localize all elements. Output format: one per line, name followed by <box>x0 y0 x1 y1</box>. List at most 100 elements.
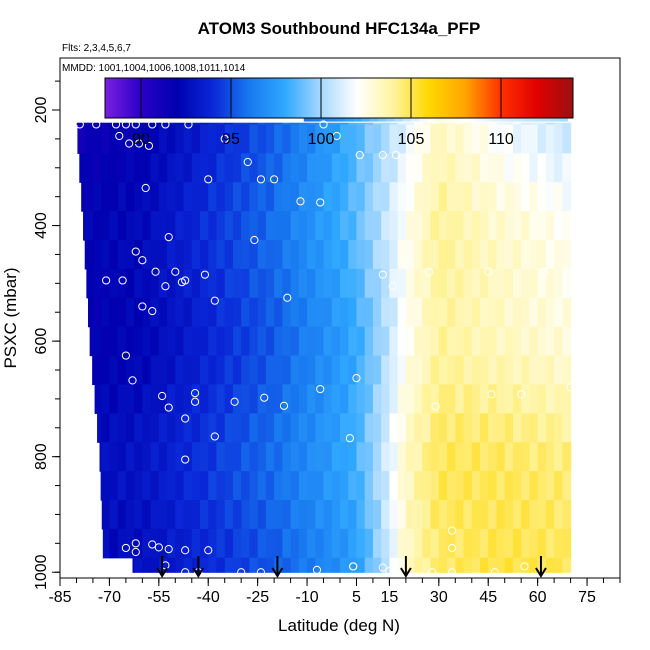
heatmap-cell <box>356 182 366 212</box>
heatmap-cell <box>471 413 481 443</box>
heatmap-cell <box>183 153 193 183</box>
heatmap-cell <box>175 413 185 443</box>
heatmap-cell <box>150 413 160 443</box>
heatmap-cell <box>167 355 176 386</box>
heatmap-cell <box>438 471 448 501</box>
heatmap-cell <box>158 557 168 573</box>
sample-point <box>131 120 140 129</box>
heatmap-cell <box>389 384 399 414</box>
heatmap-cell <box>554 122 563 126</box>
heatmap-cell <box>142 182 152 212</box>
heatmap-cell <box>496 528 506 559</box>
heatmap-cell <box>183 528 193 559</box>
heatmap-cell <box>356 471 366 501</box>
heatmap-cell <box>175 240 185 270</box>
heatmap-cell <box>150 355 160 386</box>
heatmap-cell <box>356 500 366 530</box>
heatmap-cell <box>257 500 267 530</box>
heatmap-cell <box>232 182 242 212</box>
heatmap-cell <box>463 240 473 270</box>
heatmap-cell <box>224 122 234 126</box>
heatmap-cell <box>109 153 119 183</box>
heatmap-cell <box>545 240 555 270</box>
heatmap-cell <box>545 326 555 357</box>
heatmap-cell <box>372 153 382 183</box>
heatmap-cell <box>117 326 127 357</box>
heatmap-cell <box>282 442 292 472</box>
heatmap-cell <box>200 153 209 183</box>
heatmap-cell <box>348 557 358 573</box>
heatmap-cell <box>331 297 341 328</box>
heatmap-cell <box>463 413 473 443</box>
heatmap-cell <box>372 240 382 270</box>
chart-title: ATOM3 Southbound HFC134a_PFP <box>198 19 481 38</box>
sample-point <box>138 256 147 265</box>
heatmap-cell <box>101 500 111 530</box>
heatmap-cell <box>290 442 300 472</box>
heatmap-cell <box>265 240 275 270</box>
heatmap-cell <box>480 413 489 443</box>
heatmap-cell <box>150 182 160 212</box>
heatmap-cell <box>109 122 119 126</box>
heatmap-cell <box>521 500 531 530</box>
heatmap-cell <box>389 528 399 559</box>
heatmap-cell <box>447 182 456 212</box>
x-tick-label: 5 <box>352 589 361 606</box>
heatmap-cell <box>77 124 86 154</box>
heatmap-cell <box>249 211 259 241</box>
heatmap-cell <box>208 384 218 414</box>
heatmap-cell <box>422 326 432 357</box>
heatmap-cell <box>224 268 234 299</box>
heatmap-cell <box>241 384 251 414</box>
heatmap-cell <box>447 355 456 386</box>
heatmap-cell <box>150 240 160 270</box>
heatmap-cell <box>447 442 456 472</box>
heatmap-cell <box>562 240 572 270</box>
heatmap-cell <box>372 182 382 212</box>
heatmap-cell <box>315 153 325 183</box>
heatmap-cell <box>447 211 456 241</box>
heatmap-cell <box>167 182 176 212</box>
heatmap-cell <box>216 384 226 414</box>
heatmap-cell <box>200 528 209 559</box>
heatmap-cell <box>191 240 201 270</box>
heatmap-cell <box>422 557 432 573</box>
heatmap-cell <box>265 384 275 414</box>
heatmap-cell <box>142 528 152 559</box>
heatmap-cell <box>504 413 514 443</box>
heatmap-cell <box>315 240 325 270</box>
heatmap-cell <box>381 442 391 472</box>
heatmap-cell <box>150 442 160 472</box>
heatmap-cell <box>480 355 489 386</box>
heatmap-cell <box>471 153 481 183</box>
heatmap-cell <box>200 442 209 472</box>
heatmap-cell <box>102 528 111 559</box>
heatmap-cell <box>356 124 366 154</box>
heatmap-cell <box>274 413 283 443</box>
heatmap-cell <box>125 528 135 559</box>
heatmap-cell <box>496 355 506 386</box>
sample-point <box>121 120 130 129</box>
heatmap-cell <box>117 182 127 212</box>
heatmap-cell <box>142 413 152 443</box>
heatmap-cell <box>529 557 539 573</box>
heatmap-cell <box>537 240 547 270</box>
heatmap-cell <box>216 471 226 501</box>
sample-point <box>118 276 127 285</box>
heatmap-cell <box>158 240 168 270</box>
heatmap-cell <box>397 500 407 530</box>
heatmap-cell <box>545 442 555 472</box>
heatmap-cell <box>175 442 185 472</box>
heatmap-cell <box>175 124 185 154</box>
heatmap-cell <box>480 297 489 328</box>
heatmap-cell <box>364 384 374 414</box>
heatmap-cell <box>488 326 498 357</box>
heatmap-cell <box>134 182 143 212</box>
heatmap-cell <box>200 268 209 299</box>
heatmap-cell <box>521 442 531 472</box>
heatmap-cell <box>504 297 514 328</box>
heatmap-cell <box>84 153 94 183</box>
heatmap-cell <box>257 297 267 328</box>
heatmap-cell <box>422 413 432 443</box>
heatmap-cell <box>282 240 292 270</box>
